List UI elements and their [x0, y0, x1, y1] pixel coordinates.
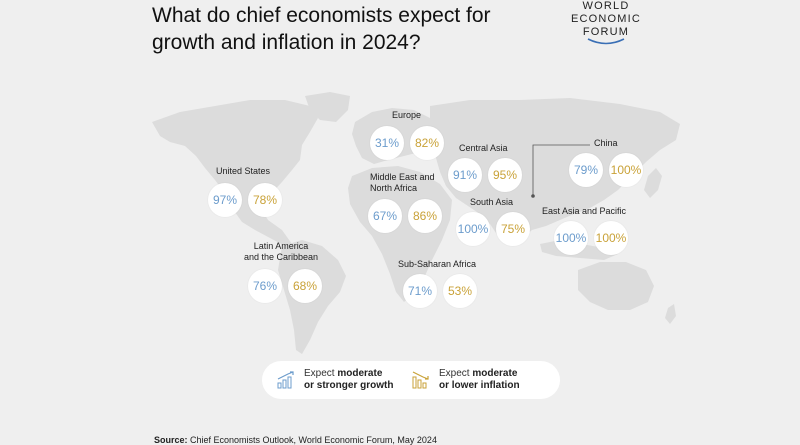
wef-logo: WORLD ECONOMIC FORUM	[556, 0, 656, 46]
inflation-bubble: 78%	[248, 183, 282, 217]
new-zealand-shape	[665, 304, 676, 324]
china-connector-dot	[531, 194, 535, 198]
inflation-value: 78%	[252, 193, 278, 207]
legend-inflation-bold2: or lower inflation	[439, 380, 520, 391]
logo-line-3: FORUM	[582, 26, 630, 38]
japan-shape	[644, 168, 662, 198]
legend-label-growth: Expect moderate or stronger growth	[304, 368, 393, 392]
inflation-value: 53%	[447, 284, 473, 298]
legend: Expect moderate or stronger growth Expec…	[262, 361, 560, 399]
inflation-bars-icon	[412, 371, 429, 389]
growth-value: 67%	[372, 209, 398, 223]
inflation-bubble: 75%	[496, 212, 530, 246]
inflation-bubble: 68%	[288, 269, 322, 303]
growth-bubble: 76%	[248, 269, 282, 303]
region-label: China	[594, 138, 618, 148]
logo-line-1: WORLD	[582, 0, 630, 12]
growth-value: 71%	[407, 284, 433, 298]
legend-label-inflation: Expect moderate or lower inflation	[439, 368, 520, 392]
legend-growth-bold2: or stronger growth	[304, 380, 394, 391]
growth-value: 91%	[452, 168, 478, 182]
source-note: Source: Chief Economists Outlook, World …	[154, 435, 437, 445]
inflation-value: 100%	[595, 231, 627, 245]
greenland-shape	[305, 92, 350, 122]
growth-value: 100%	[555, 231, 587, 245]
inflation-value: 100%	[610, 163, 642, 177]
growth-bubble: 91%	[448, 158, 482, 192]
region-label: East Asia and Pacific	[542, 206, 627, 216]
growth-bubble: 100%	[456, 212, 490, 246]
legend-item-inflation: Expect moderate or lower inflation	[411, 368, 546, 392]
inflation-bubble: 82%	[410, 126, 444, 160]
legend-inflation-bold1: moderate	[472, 368, 518, 379]
logo-arc-icon	[587, 38, 625, 45]
page-title: What do chief economists expect for grow…	[152, 4, 491, 54]
growth-value: 79%	[573, 163, 599, 177]
source-label: Source:	[154, 435, 188, 445]
region-label: Europe	[392, 110, 422, 120]
region-label: Sub-Saharan Africa	[398, 259, 477, 269]
australia-shape	[578, 262, 654, 310]
logo-line-2: ECONOMIC	[570, 13, 642, 25]
china-connector-line	[532, 144, 590, 196]
growth-bars-icon	[277, 371, 294, 389]
inflation-bubble: 86%	[408, 199, 442, 233]
inflation-value: 86%	[412, 209, 438, 223]
region-label: United States	[216, 166, 271, 176]
growth-value: 100%	[457, 222, 489, 236]
legend-growth-bold1: moderate	[337, 368, 383, 379]
growth-bubble: 100%	[554, 221, 588, 255]
inflation-bubble: 95%	[488, 158, 522, 192]
growth-bubble: 67%	[368, 199, 402, 233]
growth-bubble: 97%	[208, 183, 242, 217]
legend-inflation-lead: Expect	[439, 368, 473, 379]
inflation-bubble: 100%	[594, 221, 628, 255]
growth-value: 76%	[252, 279, 278, 293]
region-label: Middle East and North Africa	[370, 172, 435, 193]
growth-value: 31%	[374, 136, 400, 150]
source-text: Chief Economists Outlook, World Economic…	[187, 435, 437, 445]
region-label: Central Asia	[459, 143, 508, 153]
inflation-value: 68%	[292, 279, 318, 293]
inflation-bubble: 100%	[609, 153, 643, 187]
region-label: Latin America and the Caribbean	[244, 241, 319, 262]
north-america-shape	[152, 100, 318, 246]
growth-bubble: 71%	[403, 274, 437, 308]
growth-value: 97%	[212, 193, 238, 207]
inflation-bubble: 53%	[443, 274, 477, 308]
region-label: South Asia	[470, 197, 514, 207]
inflation-value: 82%	[414, 136, 440, 150]
inflation-value: 75%	[500, 222, 526, 236]
legend-growth-lead: Expect	[304, 368, 338, 379]
growth-bubble: 79%	[569, 153, 603, 187]
asia-shape	[430, 98, 680, 244]
legend-item-growth: Expect moderate or stronger growth	[276, 368, 411, 392]
growth-bubble: 31%	[370, 126, 404, 160]
inflation-value: 95%	[492, 168, 518, 182]
